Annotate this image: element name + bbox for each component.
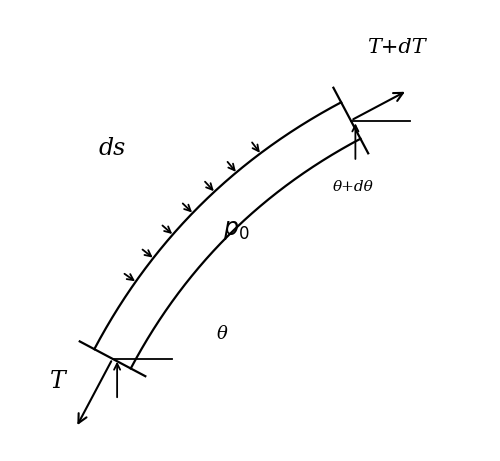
Text: $p_0$: $p_0$ [223, 219, 250, 242]
Text: T+dT: T+dT [368, 38, 426, 57]
Text: θ: θ [217, 325, 228, 343]
Text: θ+dθ: θ+dθ [332, 180, 373, 194]
Text: T: T [50, 370, 66, 393]
Text: ds: ds [99, 136, 126, 160]
